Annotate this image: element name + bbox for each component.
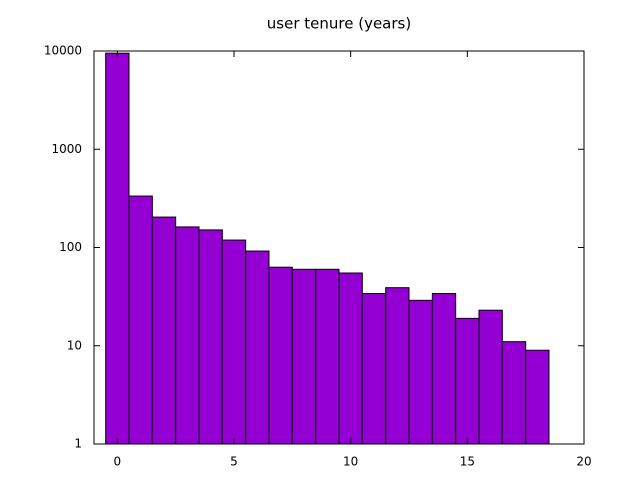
x-tick-label: 10 (343, 455, 358, 469)
y-tick-label: 10000 (44, 44, 82, 58)
bar (128, 195, 153, 445)
bar (385, 287, 410, 445)
bar (408, 299, 433, 445)
bar (175, 226, 200, 445)
chart-title: user tenure (years) (267, 15, 411, 33)
bar (338, 272, 363, 445)
bar (431, 293, 457, 445)
x-tick-label: 15 (460, 455, 475, 469)
x-tick-label: 5 (230, 455, 238, 469)
x-tick-label: 0 (114, 455, 122, 469)
bar (361, 293, 387, 445)
bar (455, 317, 480, 445)
bar (221, 239, 247, 445)
bar (105, 52, 130, 445)
bar (315, 268, 340, 445)
bar (291, 268, 317, 445)
y-tick-label: 1000 (51, 142, 82, 156)
y-tick-label: 1 (74, 437, 82, 451)
bar (245, 250, 270, 445)
y-tick-label: 100 (59, 240, 82, 254)
x-tick-label: 20 (576, 455, 591, 469)
bar (501, 341, 527, 445)
bar (198, 229, 223, 445)
bar (268, 266, 293, 445)
bar (478, 309, 503, 445)
y-tick-label: 10 (67, 338, 82, 352)
bar (525, 349, 550, 445)
bar (151, 216, 177, 445)
